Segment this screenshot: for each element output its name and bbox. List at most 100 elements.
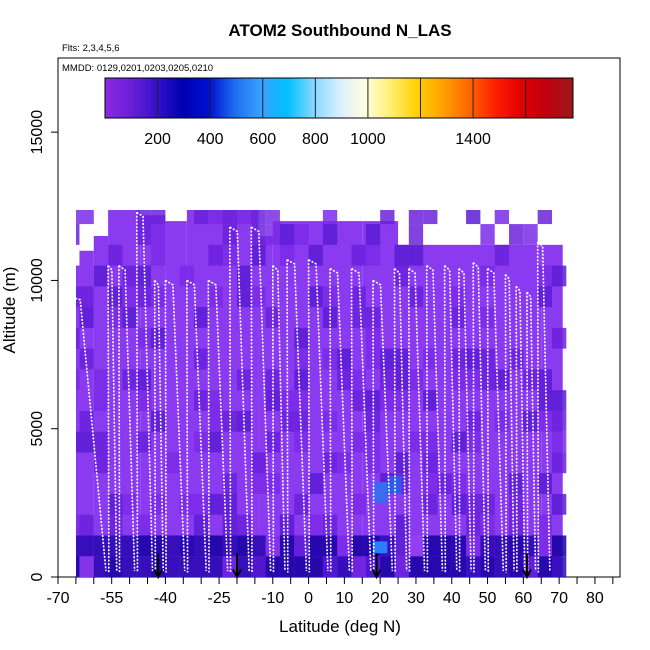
x-tick-label: 80 [586, 590, 604, 607]
heatmap-cell [466, 210, 481, 225]
heatmap-cell [236, 514, 252, 536]
colorbar-gradient [104, 77, 574, 119]
heatmap-cell [523, 369, 538, 391]
heatmap-cell [423, 493, 438, 515]
heatmap-field [76, 210, 567, 578]
heatmap-cell [294, 348, 309, 370]
heatmap-cell [93, 265, 109, 287]
arrow-marker-head [153, 569, 164, 580]
heatmap-cell [279, 514, 295, 536]
heatmap-cell [537, 473, 552, 494]
heatmap-cell [208, 535, 223, 557]
heatmap-cell [208, 210, 223, 225]
heatmap-cell [551, 390, 567, 411]
heatmap-cell [236, 210, 252, 225]
heatmap-cell [251, 473, 266, 494]
heatmap-cell [251, 556, 266, 577]
colorbar: 200 400 600 800 1000 1400 [104, 77, 574, 148]
heatmap-cell [236, 286, 252, 308]
heatmap-cell [122, 556, 137, 577]
x-axis-label: Latitude (deg N) [279, 617, 401, 636]
heatmap-cell [480, 307, 495, 328]
heatmap-cell [351, 286, 366, 308]
heatmap-cell [76, 431, 80, 453]
heatmap-cell [208, 431, 223, 453]
heatmap-cell [480, 348, 495, 370]
heatmap-cell [537, 556, 552, 577]
heatmap-cell [408, 535, 424, 557]
heatmap-cell [551, 493, 567, 515]
heatmap-cell [480, 224, 495, 245]
heatmap-cell [76, 210, 80, 225]
heatmap-cell [466, 535, 481, 557]
heatmap-cell [136, 535, 152, 557]
heatmap-cell [337, 535, 352, 557]
heatmap-cell [551, 410, 567, 432]
heatmap-cell [194, 210, 209, 225]
heatmap-cell [480, 369, 495, 391]
heatmap-cell [194, 493, 209, 515]
heatmap-cell [294, 327, 309, 349]
heatmap-cell [322, 210, 338, 225]
heatmap-cell [380, 556, 395, 577]
heatmap-cell [165, 452, 180, 474]
heatmap-cell [108, 493, 123, 515]
x-tick-label: 70 [550, 590, 568, 607]
heatmap-cell [208, 493, 223, 515]
heatmap-cell [236, 535, 252, 557]
arrow-marker-head [522, 569, 532, 580]
heatmap-cell [380, 390, 395, 411]
heatmap-cell [551, 431, 567, 453]
heatmap-cell [394, 244, 409, 266]
colorbar-divisions [157, 78, 527, 118]
heatmap-cell [294, 390, 309, 411]
heatmap-cell [136, 514, 152, 536]
heatmap-cell [151, 493, 166, 515]
y-tick-label: 5000 [29, 411, 46, 447]
heatmap-cell [537, 265, 552, 287]
heatmap-cell [408, 369, 424, 391]
heatmap-cell [394, 265, 409, 287]
heatmap-cell [136, 369, 152, 391]
heatmap-block [76, 265, 80, 577]
x-tick-label: 40 [443, 590, 461, 607]
heatmap-cell [79, 514, 94, 536]
heatmap-cell [108, 244, 123, 266]
heatmap-cell [76, 286, 80, 308]
heatmap-cell [294, 224, 309, 245]
heatmap-cell [122, 493, 137, 515]
heatmap-cell [136, 390, 152, 411]
heatmap-cell [194, 514, 209, 536]
heatmap-cell [394, 556, 409, 577]
heatmap-cell [494, 244, 510, 266]
heatmap-cell [423, 431, 438, 453]
heatmap-cell [194, 556, 209, 577]
heatmap-cell [322, 410, 338, 432]
x-tick-label: 10 [335, 590, 353, 607]
colorbar-tick-label: 400 [197, 131, 224, 148]
heatmap-cell [537, 410, 552, 432]
heatmap-cell [408, 210, 424, 225]
heatmap-cell [93, 431, 109, 453]
heatmap-cell [423, 390, 438, 411]
x-tick-label: -55 [100, 590, 123, 607]
heatmap-cell [308, 244, 323, 266]
heatmap-cell [408, 244, 424, 266]
y-tick-label: 15000 [29, 110, 46, 155]
heatmap-cell [151, 244, 166, 266]
heatmap-cell [373, 482, 388, 503]
x-tick-label: 30 [407, 590, 425, 607]
heatmap-cell [179, 265, 195, 287]
heatmap-cell [265, 210, 280, 225]
heatmap-cell [76, 224, 80, 245]
heatmap-cell [122, 369, 137, 391]
heatmap-cell [408, 286, 424, 308]
heatmap-cell [373, 541, 388, 554]
heatmap-cell [337, 369, 352, 391]
heatmap-cell [308, 473, 323, 494]
x-tick-label: -70 [46, 590, 69, 607]
heatmap-cell [151, 327, 166, 349]
heatmap-cell [208, 286, 223, 308]
heatmap-cell [351, 535, 366, 557]
